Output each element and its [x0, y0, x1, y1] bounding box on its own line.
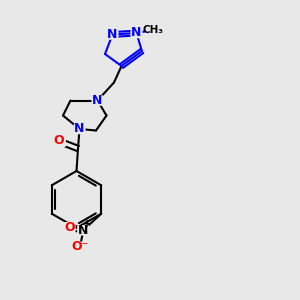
- FancyBboxPatch shape: [77, 225, 89, 236]
- FancyBboxPatch shape: [106, 29, 119, 40]
- Text: CH₃: CH₃: [142, 25, 164, 35]
- Text: O: O: [64, 221, 75, 234]
- FancyBboxPatch shape: [92, 95, 104, 106]
- FancyBboxPatch shape: [64, 222, 76, 232]
- Text: N: N: [74, 122, 85, 136]
- FancyBboxPatch shape: [130, 28, 142, 38]
- FancyBboxPatch shape: [72, 242, 88, 252]
- Text: O: O: [53, 134, 64, 148]
- Text: +: +: [83, 219, 91, 229]
- Text: N: N: [107, 28, 118, 41]
- Text: N: N: [131, 26, 142, 40]
- FancyBboxPatch shape: [74, 124, 86, 134]
- Text: O⁻: O⁻: [72, 240, 89, 253]
- FancyBboxPatch shape: [51, 135, 66, 147]
- Text: N: N: [92, 94, 103, 107]
- Text: N: N: [78, 224, 88, 237]
- FancyBboxPatch shape: [146, 24, 160, 36]
